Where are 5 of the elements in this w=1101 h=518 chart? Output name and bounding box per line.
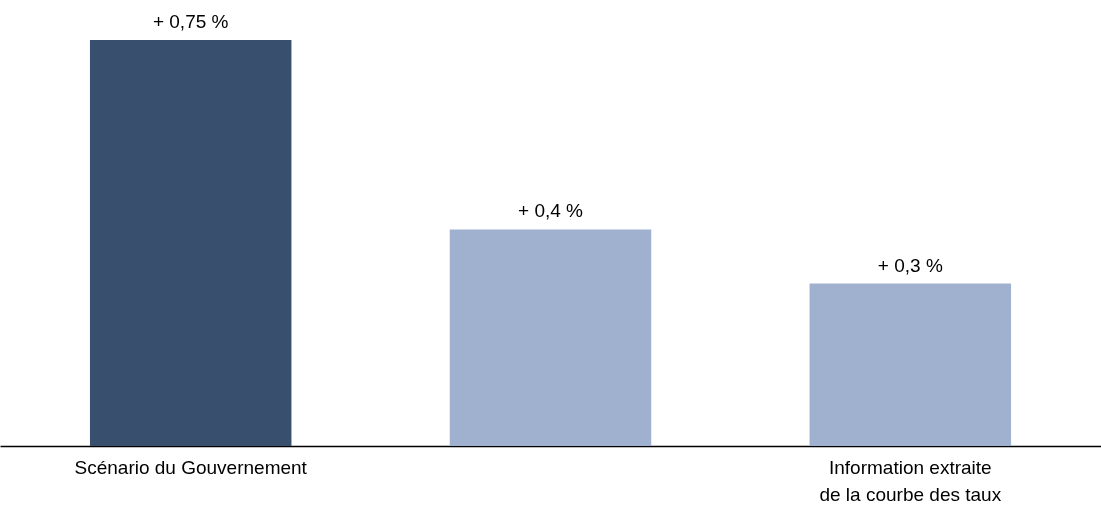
data-label: + 0,4 % bbox=[518, 200, 584, 222]
data-label: + 0,75 % bbox=[152, 11, 229, 32]
x-tick-label: Scénario du Gouvernement bbox=[74, 456, 308, 478]
x-tick-label: Information extraite de la courbe des taux bbox=[819, 456, 1002, 505]
data-label: + 0,3 % bbox=[877, 254, 943, 276]
